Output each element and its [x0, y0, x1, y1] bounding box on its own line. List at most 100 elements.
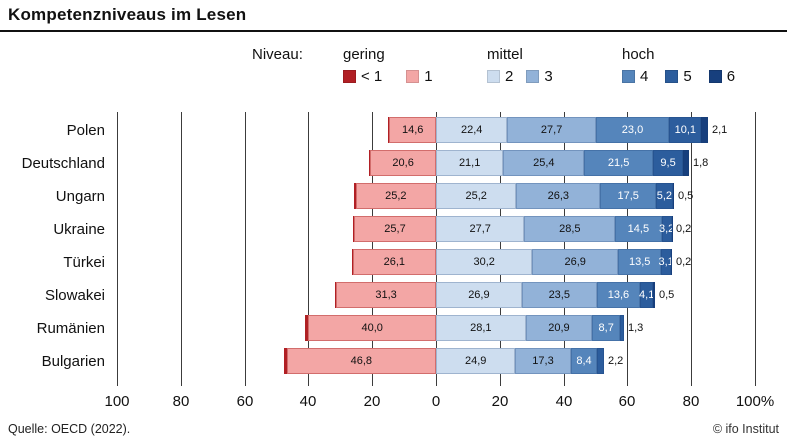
segment-label: 25,7	[384, 223, 406, 235]
segment-label: 25,2	[385, 190, 407, 202]
legend-swatch-icon	[665, 70, 679, 83]
segment-label: 3,2	[658, 223, 675, 235]
legend-group-hoch: hoch 4 5 6	[622, 46, 735, 85]
bar-segment-level-l4: 13,6	[596, 282, 641, 308]
bar-segment-level-l1: 31,3	[336, 282, 436, 308]
bar-segment-level-l5: 4,1	[639, 282, 654, 308]
bar-segment-level-l1: 14,6	[389, 117, 436, 143]
bar-segment-level-l2: 26,9	[436, 282, 522, 308]
legend-item-label: 6	[726, 68, 736, 85]
bar-outside-label: 0,5	[678, 190, 694, 202]
bar-segment-level-l1: 26,1	[352, 249, 436, 275]
x-tick-label: 80	[682, 393, 700, 410]
bar-segment-level-l6	[701, 117, 709, 143]
segment-label: 30,2	[473, 256, 495, 268]
segment-label: 13,6	[607, 289, 630, 301]
x-tick-label: 100	[104, 393, 130, 410]
segment-label: 8,4	[576, 355, 592, 367]
segment-label: 27,7	[540, 124, 563, 136]
country-label: Ukraine	[53, 220, 105, 238]
legend-item-level-1: 1	[406, 68, 433, 85]
segment-label: 5,2	[656, 190, 673, 202]
bar-segment-level-l6	[672, 183, 675, 209]
gridline	[691, 112, 692, 386]
bar-segment-level-l5: 9,5	[652, 150, 684, 176]
bar-segment-level-l2: 30,2	[436, 249, 533, 275]
legend-item-label: 1	[424, 68, 433, 85]
segment-label: 26,1	[383, 256, 406, 268]
legend-item-label: 3	[544, 68, 553, 85]
bar-outside-label: 0,5	[659, 289, 675, 301]
bar-segment-level-lt1	[353, 216, 354, 242]
segment-label: 21,5	[607, 157, 630, 169]
segment-label: 28,5	[559, 223, 581, 235]
bar-segment-level-l3: 27,7	[507, 117, 596, 143]
bar-segment-level-l6	[671, 249, 672, 275]
country-label: Slowakei	[44, 286, 105, 304]
bar-segment-level-l4: 13,5	[618, 249, 662, 275]
segment-label: 20,9	[548, 322, 570, 334]
bar-segment-level-lt1	[369, 150, 371, 176]
segment-label: 31,3	[375, 289, 397, 301]
legend-swatch-icon	[708, 70, 722, 83]
legend-group-gering: gering < 1 1	[343, 46, 433, 85]
bar-segment-level-l1: 46,8	[286, 348, 436, 374]
x-tick-label: 40	[299, 393, 317, 410]
legend-item-label: 5	[683, 68, 692, 85]
bar-segment-level-l6	[671, 216, 673, 242]
segment-label: 14,5	[627, 223, 650, 235]
bar-segment-level-lt1	[334, 282, 337, 308]
bar-segment-level-l5: 3,1	[658, 249, 674, 275]
segment-label: 13,5	[628, 256, 651, 268]
x-tick-label: 0	[431, 393, 441, 410]
x-tick-label: 20	[491, 393, 509, 410]
x-tick-label: 20	[363, 393, 381, 410]
segment-label: 23,5	[548, 289, 570, 301]
country-label: Bulgarien	[41, 352, 105, 370]
legend-items-row: < 1 1	[343, 68, 433, 85]
bar-segment-level-l4: 8,4	[570, 348, 598, 374]
legend-group-header: mittel	[487, 46, 523, 63]
legend-prefix: Niveau:	[252, 46, 303, 63]
credit-note: © ifo Institut	[712, 422, 779, 436]
bar-segment-level-l3: 26,9	[532, 249, 619, 275]
segment-label: 3,1	[658, 256, 674, 268]
bar-outside-label: 1,8	[693, 157, 709, 169]
segment-label: 26,9	[468, 289, 490, 301]
country-label: Türkei	[63, 253, 105, 271]
segment-label: 25,4	[533, 157, 555, 169]
bar-segment-level-lt1	[354, 183, 356, 209]
bar-segment-level-l3: 28,5	[524, 216, 616, 242]
legend-item-level-6: 6	[708, 68, 736, 85]
legend-item-level-3: 3	[526, 68, 553, 85]
chart-title: Kompetenzniveaus im Lesen	[8, 5, 247, 24]
segment-label: 17,5	[617, 190, 639, 202]
segment-label: 26,3	[547, 190, 570, 202]
title-rule	[0, 30, 787, 32]
segment-label: 9,5	[660, 157, 676, 169]
legend-group-header: gering	[343, 46, 385, 63]
country-label: Rumänien	[36, 319, 105, 337]
x-tick-label: 40	[555, 393, 573, 410]
segment-label: 23,0	[621, 124, 644, 136]
segment-label: 27,7	[469, 223, 491, 235]
bar-segment-level-l4: 23,0	[595, 117, 670, 143]
legend-item-level-4: 4	[622, 68, 648, 85]
segment-label: 26,9	[564, 256, 586, 268]
bar-outside-label: 0,2	[676, 256, 692, 268]
bar-segment-level-l1: 25,7	[354, 216, 436, 242]
bar-segment-level-lt1	[351, 249, 353, 275]
segment-label: 40,0	[361, 322, 383, 334]
gridline	[245, 112, 246, 386]
x-tick-label: 80	[172, 393, 190, 410]
bar-segment-level-l1: 20,6	[370, 150, 436, 176]
legend-item-label: 4	[640, 68, 649, 85]
segment-label: 8,7	[598, 322, 614, 334]
segment-label: 22,4	[461, 124, 483, 136]
bar-segment-level-l3: 17,3	[515, 348, 571, 374]
bar-segment-level-lt1	[284, 348, 287, 374]
segment-label: 24,9	[465, 355, 487, 367]
